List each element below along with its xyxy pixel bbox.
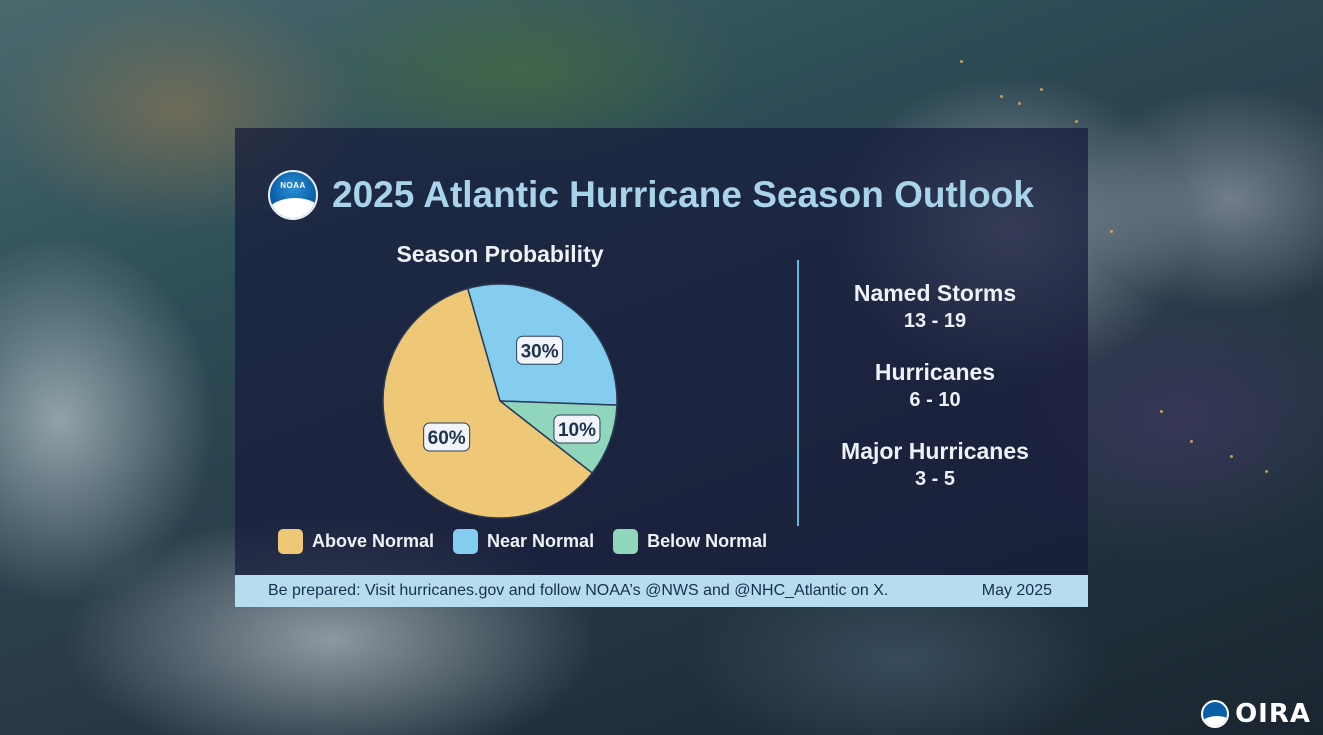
title-row: NOAA 2025 Atlantic Hurricane Season Outl…: [268, 170, 1034, 220]
pie-label-box: [516, 335, 564, 365]
legend-label: Below Normal: [647, 531, 768, 551]
stat-label: Major Hurricanes: [841, 438, 1029, 464]
footer-date: May 2025: [981, 582, 1052, 599]
divider: [797, 260, 799, 526]
pie-label-text: 30%: [521, 341, 559, 362]
pie-label-box: [423, 422, 471, 452]
pie-chart: 30% 10% 60%: [382, 283, 618, 519]
legend-swatch: [453, 529, 479, 554]
stat-named-storms: Named Storms 13 - 19: [815, 280, 1055, 333]
page-title: 2025 Atlantic Hurricane Season Outlook: [332, 174, 1034, 215]
stats-list: Named Storms 13 - 19 Hurricanes 6 - 10 M…: [815, 280, 1055, 517]
legend-swatch: [278, 529, 303, 554]
pie-label-text: 10%: [558, 420, 596, 441]
noaa-mini-logo: [1201, 700, 1230, 728]
legend-item-above-normal: Above Normal: [278, 529, 434, 554]
noaa-logo: NOAA: [268, 170, 318, 220]
pie-label-near-normal: 30%: [516, 335, 564, 365]
stat-label: Named Storms: [853, 280, 1017, 306]
chart-title: Season Probability: [396, 241, 604, 267]
footer-bar: Be prepared: Visit hurricanes.gov and fo…: [235, 575, 1088, 607]
pie-label-below-normal: 10%: [553, 414, 601, 444]
stat-value: 13 - 19: [903, 310, 967, 332]
pie-label-box: [553, 414, 601, 444]
noaa-logo-text: NOAA: [280, 181, 306, 190]
legend-swatch: [613, 529, 639, 554]
footer-text: Be prepared: Visit hurricanes.gov and fo…: [268, 582, 889, 599]
pie-label-text: 60%: [428, 428, 466, 449]
stat-major-hurricanes: Major Hurricanes 3 - 5: [815, 438, 1055, 491]
corner-logos: OIRA: [1201, 699, 1311, 729]
legend-item-below-normal: Below Normal: [613, 529, 767, 554]
outlook-panel: NOAA 2025 Atlantic Hurricane Season Outl…: [235, 128, 1088, 607]
pie-chart-container: 30% 10% 60%: [375, 276, 625, 526]
pie-label-above-normal: 60%: [423, 422, 471, 452]
stat-label: Hurricanes: [874, 359, 996, 385]
chart-legend: Above Normal Near Normal Below Normal: [278, 529, 786, 554]
oira-logo: OIRA: [1235, 699, 1311, 729]
legend-label: Above Normal: [312, 531, 435, 551]
pie-slice-above-normal: [382, 287, 594, 519]
stat-value: 6 - 10: [909, 389, 961, 411]
stat-hurricanes: Hurricanes 6 - 10: [815, 359, 1055, 412]
legend-label: Near Normal: [487, 531, 595, 551]
stat-value: 3 - 5: [914, 468, 956, 490]
legend-item-near-normal: Near Normal: [453, 529, 594, 554]
